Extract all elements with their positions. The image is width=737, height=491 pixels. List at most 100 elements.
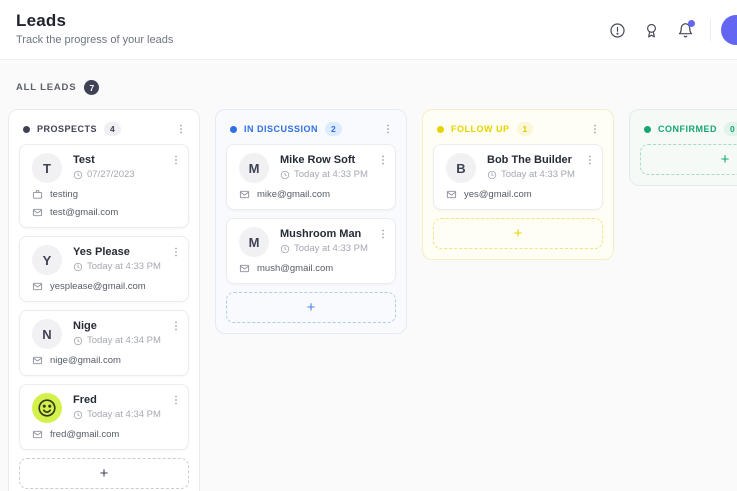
lead-timestamp: 07/27/2023 (73, 169, 135, 180)
lead-name: Test (73, 154, 95, 166)
lead-name: Bob The Builder (487, 154, 572, 166)
clock-icon (487, 170, 497, 179)
lead-timestamp: Today at 4:33 PM (280, 169, 368, 180)
lead-name: Mike Row Soft (280, 154, 356, 166)
smiley-avatar (32, 393, 62, 423)
column-prospects: PROSPECTS 4 T Test 07/27/202 (8, 109, 200, 491)
lead-name: Mushroom Man (280, 228, 362, 240)
column-follow-up: FOLLOW UP 1 B Bob The Builder (422, 109, 614, 260)
clock-icon (73, 170, 83, 179)
avatar: T (32, 153, 62, 183)
award-icon[interactable] (634, 13, 668, 47)
column-title: CONFIRMED (658, 124, 717, 134)
briefcase-icon (32, 189, 43, 200)
card-menu-icon[interactable] (170, 246, 182, 258)
avatar: B (446, 153, 476, 183)
card-menu-icon[interactable] (170, 394, 182, 406)
lead-timestamp: Today at 4:33 PM (73, 261, 161, 272)
column-title: IN DISCUSSION (244, 124, 319, 134)
all-leads-label: ALL LEADS (16, 82, 77, 93)
clock-icon (73, 410, 83, 419)
lead-name: Yes Please (73, 246, 130, 258)
column-header: CONFIRMED 0 (640, 120, 737, 136)
lead-timestamp: Today at 4:33 PM (280, 243, 368, 254)
lead-card[interactable]: Fred Today at 4:34 PM fred@gmail.com (19, 384, 189, 450)
envelope-icon (239, 189, 250, 200)
envelope-icon (32, 281, 43, 292)
column-header: FOLLOW UP 1 (433, 120, 603, 136)
column-menu-icon[interactable] (175, 123, 187, 135)
clock-icon (280, 170, 290, 179)
lead-card[interactable]: B Bob The Builder Today at 4:33 PM yes@g… (433, 144, 603, 210)
notification-dot (688, 20, 695, 27)
status-dot (23, 125, 30, 133)
card-menu-icon[interactable] (584, 154, 596, 166)
kanban-board: PROSPECTS 4 T Test 07/27/202 (8, 109, 737, 491)
lead-card[interactable]: Y Yes Please Today at 4:33 PM yesplease@… (19, 236, 189, 302)
add-lead-button[interactable]: + (226, 292, 396, 323)
page-header: Leads Track the progress of your leads (0, 0, 737, 60)
column-in-discussion: IN DISCUSSION 2 M Mike Row Soft (215, 109, 407, 334)
lead-card[interactable]: T Test 07/27/2023 testing (19, 144, 189, 228)
column-header: IN DISCUSSION 2 (226, 120, 396, 136)
card-menu-icon[interactable] (377, 154, 389, 166)
lead-card[interactable]: N Nige Today at 4:34 PM nige@gmail.com (19, 310, 189, 376)
lead-email-row: fred@gmail.com (32, 428, 176, 441)
envelope-icon (32, 429, 43, 440)
column-confirmed: CONFIRMED 0 + (629, 109, 737, 186)
lead-name: Nige (73, 320, 97, 332)
lead-card[interactable]: M Mushroom Man Today at 4:33 PM mush@gma… (226, 218, 396, 284)
column-count-badge: 1 (516, 122, 534, 136)
clock-icon (73, 262, 83, 271)
envelope-icon (32, 355, 43, 366)
clock-icon (73, 336, 83, 345)
column-count-badge: 2 (325, 122, 342, 136)
add-lead-button[interactable]: + (19, 458, 189, 489)
lead-email-row: mike@gmail.com (239, 188, 383, 201)
leads-content: ALL LEADS 7 PROSPECTS 4 T (0, 60, 737, 491)
header-divider (710, 19, 711, 41)
lead-email-row: mush@gmail.com (239, 262, 383, 275)
avatar: M (239, 153, 269, 183)
avatar: Y (32, 245, 62, 275)
add-lead-button[interactable]: + (433, 218, 603, 249)
lead-card[interactable]: M Mike Row Soft Today at 4:33 PM mike@gm… (226, 144, 396, 210)
lead-timestamp: Today at 4:34 PM (73, 409, 161, 420)
column-count-badge: 0 (724, 122, 737, 136)
info-icon[interactable] (600, 13, 634, 47)
status-dot (230, 125, 237, 133)
page-subtitle: Track the progress of your leads (16, 34, 174, 46)
notification-bell-icon[interactable] (668, 13, 702, 47)
card-menu-icon[interactable] (170, 154, 182, 166)
lead-email-row: yesplease@gmail.com (32, 280, 176, 293)
smiley-face-icon (38, 399, 56, 417)
column-header: PROSPECTS 4 (19, 120, 189, 136)
clock-icon (280, 244, 290, 253)
column-menu-icon[interactable] (589, 123, 601, 135)
status-dot (644, 125, 651, 133)
column-title: FOLLOW UP (451, 124, 510, 134)
avatar: M (239, 227, 269, 257)
add-lead-button[interactable]: + (640, 144, 737, 175)
card-menu-icon[interactable] (377, 228, 389, 240)
avatar: N (32, 319, 62, 349)
all-leads-row: ALL LEADS 7 (16, 80, 737, 95)
column-menu-icon[interactable] (382, 123, 394, 135)
card-menu-icon[interactable] (170, 320, 182, 332)
lead-timestamp: Today at 4:33 PM (487, 169, 575, 180)
column-title: PROSPECTS (37, 124, 98, 134)
lead-email-row: test@gmail.com (32, 206, 176, 219)
page-title: Leads (16, 11, 67, 30)
column-count-badge: 4 (104, 122, 121, 136)
envelope-icon (446, 189, 457, 200)
total-leads-badge: 7 (84, 80, 100, 95)
lead-email-row: nige@gmail.com (32, 354, 176, 367)
status-dot (437, 125, 444, 133)
lead-company-row: testing (32, 188, 176, 201)
envelope-icon (32, 207, 43, 218)
lead-name: Fred (73, 394, 97, 406)
lead-timestamp: Today at 4:34 PM (73, 335, 161, 346)
profile-button[interactable] (721, 15, 737, 45)
envelope-icon (239, 263, 250, 274)
lead-email-row: yes@gmail.com (446, 188, 590, 201)
